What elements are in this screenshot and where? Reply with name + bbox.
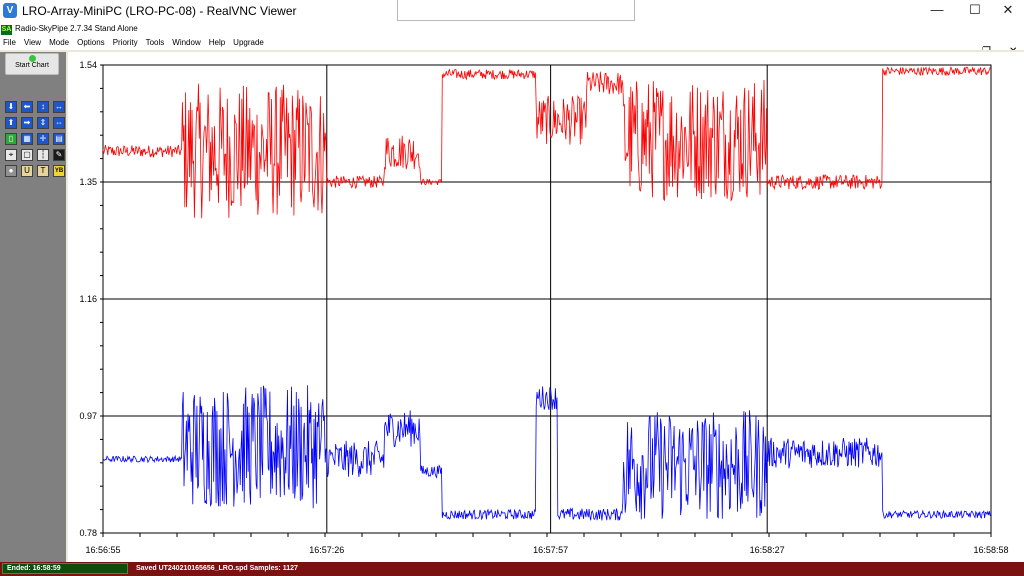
y-tick-label: 0.97 <box>79 411 97 421</box>
arrow-left-icon[interactable]: ⬅ <box>21 101 33 113</box>
ended-status: Ended: 16:58:59 <box>2 563 128 574</box>
close-button[interactable]: ✕ <box>1002 2 1014 17</box>
menu-help[interactable]: Help <box>208 38 226 47</box>
user-icon[interactable]: U <box>21 165 33 177</box>
saved-status: Saved UT240210165656_LRO.spd Samples: 11… <box>136 565 298 572</box>
window-titlebar: V LRO-Array-MiniPC (LRO-PC-08) - RealVNC… <box>0 0 1024 22</box>
x-tick-label: 16:58:58 <box>973 545 1008 555</box>
menu-tools[interactable]: Tools <box>145 38 165 47</box>
y-tick-label: 0.78 <box>79 528 97 538</box>
menu-file[interactable]: File <box>3 38 16 47</box>
table-icon[interactable]: ▦ <box>21 133 33 145</box>
x-tick-label: 16:56:55 <box>85 545 120 555</box>
crosshair-icon[interactable]: ✛ <box>37 133 49 145</box>
box-icon[interactable]: ▢ <box>21 149 33 161</box>
text-icon[interactable]: T <box>37 165 49 177</box>
start-chart-label: Start Chart <box>15 62 49 69</box>
y-tick-label: 1.16 <box>79 294 97 304</box>
arrow-down-icon[interactable]: ⬇ <box>5 101 17 113</box>
x-tick-label: 16:57:57 <box>533 545 568 555</box>
series-0-line <box>102 65 991 219</box>
menu-mode[interactable]: Mode <box>49 38 70 47</box>
y-tick-label: 1.54 <box>79 60 97 70</box>
y-tick-label: 1.35 <box>79 177 97 187</box>
brush-icon[interactable]: ✎ <box>53 149 65 161</box>
separator-icon[interactable]: ┆ <box>37 149 49 161</box>
start-chart-button[interactable]: Start Chart <box>5 53 59 75</box>
minimize-button[interactable]: — <box>930 2 944 17</box>
menu-bar: File View Mode Options Priority Tools Window He… <box>0 38 272 50</box>
series-1-line <box>102 385 991 521</box>
menu-options[interactable]: Options <box>77 38 105 47</box>
skypipe-app-icon: SA <box>1 25 12 35</box>
expand-vertical-icon[interactable]: ↕ <box>37 101 49 113</box>
arrow-right-icon[interactable]: ➡ <box>21 117 33 129</box>
yb-icon[interactable]: YB <box>53 165 65 177</box>
status-bar <box>0 562 1024 576</box>
x-tick-label: 16:58:27 <box>750 545 785 555</box>
window-title: LRO-Array-MiniPC (LRO-PC-08) - RealVNC V… <box>22 4 297 18</box>
menu-view[interactable]: View <box>23 38 42 47</box>
compress-vertical-icon[interactable]: ⇕ <box>37 117 49 129</box>
app-title: Radio-SkyPipe 2.7.34 Stand Alone <box>15 24 138 33</box>
maximize-button[interactable]: ☐ <box>969 2 981 17</box>
menu-priority[interactable]: Priority <box>112 38 138 47</box>
start-indicator-icon <box>28 55 36 62</box>
arrow-up-icon[interactable]: ⬆ <box>5 117 17 129</box>
app-header: SA Radio-SkyPipe 2.7.34 Stand Alone — ❐ … <box>0 22 1024 57</box>
grid-icon[interactable]: ▤ <box>53 133 65 145</box>
menu-upgrade[interactable]: Upgrade <box>233 38 264 47</box>
record-icon[interactable]: ● <box>5 165 17 177</box>
zoom-icon[interactable]: ⌖ <box>5 149 17 161</box>
expand-horizontal-icon[interactable]: ↔ <box>53 101 65 113</box>
x-tick-label: 16:57:26 <box>309 545 344 555</box>
compress-horizontal-icon[interactable]: ⇔ <box>53 117 65 129</box>
menu-window[interactable]: Window <box>172 38 201 47</box>
green-marker-icon[interactable]: ▯ <box>5 133 17 145</box>
vnc-toolbar-tab[interactable] <box>397 0 635 21</box>
realvnc-logo-icon: V <box>3 3 17 18</box>
